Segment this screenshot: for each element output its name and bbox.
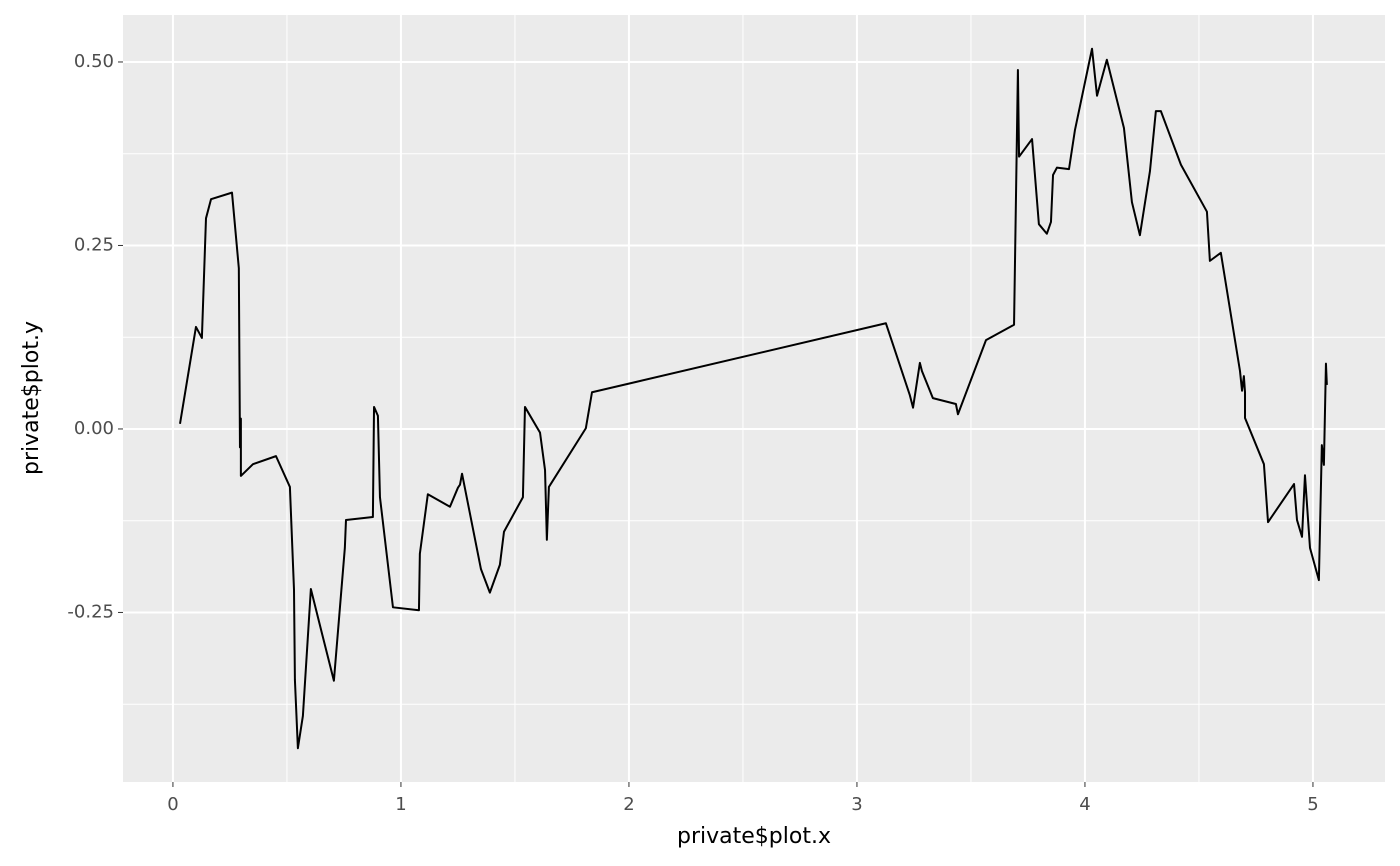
y-tick-label: 0.50	[74, 51, 114, 72]
x-tick-label: 3	[851, 794, 862, 815]
x-axis-title: private$plot.x	[677, 824, 831, 849]
x-tick-label: 2	[623, 794, 634, 815]
y-tick-label: 0.00	[74, 418, 114, 439]
panel	[123, 15, 1385, 782]
x-tick-label: 1	[395, 794, 406, 815]
data-line	[179, 47, 1328, 750]
x-tick-label: 5	[1307, 794, 1318, 815]
x-tick-label: 0	[167, 794, 178, 815]
x-tick-label: 4	[1079, 794, 1090, 815]
y-tick-label: -0.25	[67, 601, 114, 622]
y-tick-label: 0.25	[74, 234, 114, 255]
y-axis-title: private$plot.y	[19, 321, 44, 475]
